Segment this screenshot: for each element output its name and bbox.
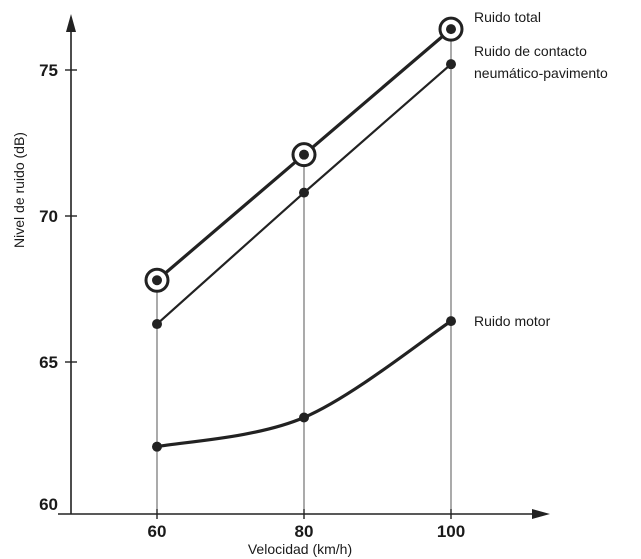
- series-label: Ruido total: [474, 9, 541, 25]
- series-labels: Ruido total Ruido de contacto neumático-pa…: [474, 9, 608, 329]
- data-point: [152, 441, 162, 452]
- axes: [58, 14, 550, 519]
- x-axis-arrow: [532, 509, 550, 519]
- data-point: [446, 59, 456, 70]
- x-tick-label: 60: [148, 522, 167, 541]
- data-point: [152, 275, 162, 286]
- y-tick-label: 65: [39, 353, 58, 372]
- y-tick-label: 75: [39, 61, 58, 80]
- data-point: [299, 187, 309, 198]
- y-axis-arrow: [66, 14, 76, 32]
- y-axis-label: Nivel de ruido (dB): [11, 132, 27, 248]
- series-label: Ruido motor: [474, 313, 551, 329]
- y-ticks: 60 65 70 75: [39, 61, 77, 514]
- data-point: [299, 149, 309, 160]
- series-label: neumático-pavimento: [474, 65, 608, 81]
- series-group: [144, 16, 464, 452]
- series-label: Ruido de contacto: [474, 43, 587, 59]
- y-tick-label: 70: [39, 207, 58, 226]
- x-ticks: 60 80 100: [148, 509, 465, 541]
- y-tick-label: 60: [39, 495, 58, 514]
- x-axis-label: Velocidad (km/h): [248, 541, 352, 557]
- x-tick-label: 100: [437, 522, 465, 541]
- data-point: [152, 319, 162, 330]
- data-point: [299, 412, 309, 423]
- data-point: [446, 316, 456, 327]
- data-point: [446, 24, 456, 35]
- x-tick-label: 80: [295, 522, 314, 541]
